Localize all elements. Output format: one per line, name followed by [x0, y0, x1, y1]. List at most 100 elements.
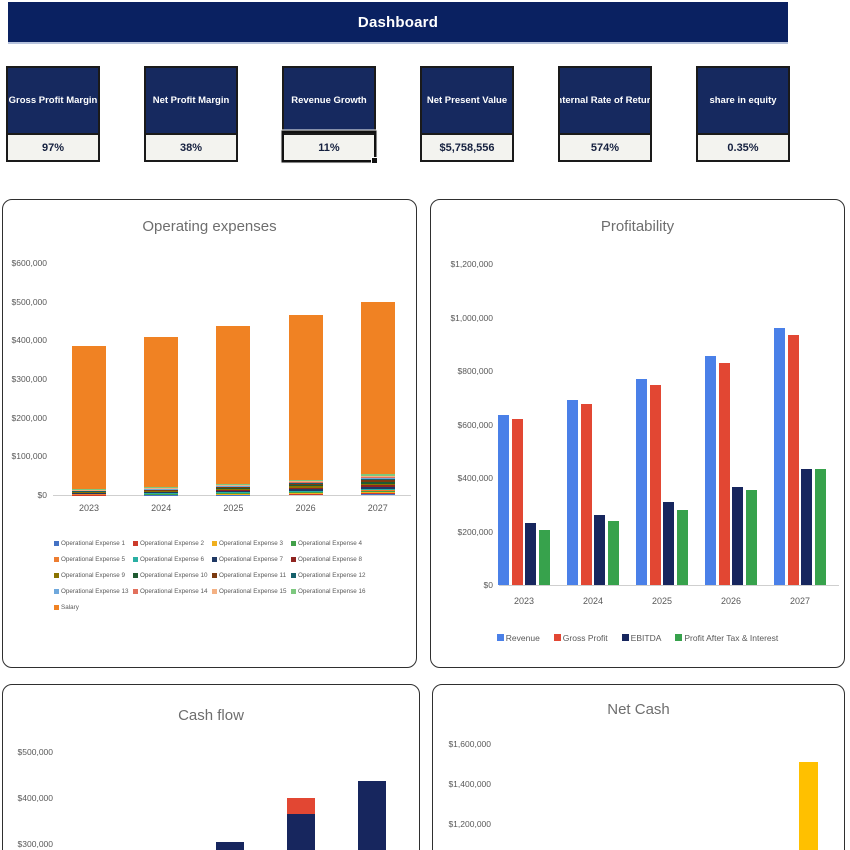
legend-item: Operational Expense 2 [133, 540, 212, 547]
bar-gross-profit [787, 334, 799, 585]
page-title: Dashboard [357, 13, 439, 31]
kpi-card-net-profit-margin: Net Profit Margin 38% [144, 66, 238, 162]
bar-segment-operational-expense-15 [288, 480, 323, 482]
bar-segment-operational-expense-13 [216, 485, 251, 487]
legend-item: Operational Expense 1 [54, 540, 133, 547]
bar-segment-series-2 [287, 798, 315, 815]
bar-segment-operational-expense-8 [72, 492, 106, 493]
legend-label: EBITDA [630, 633, 662, 643]
x-axis-category-label: 2027 [367, 503, 388, 513]
bar-segment-operational-expense-14 [288, 481, 323, 483]
bar-segment-operational-expense-15 [216, 484, 251, 486]
y-axis-tick-label: $200,000 [11, 412, 47, 423]
bar-ebitda [801, 468, 813, 585]
legend-label: Operational Expense 11 [219, 572, 287, 579]
kpi-value-cell[interactable]: 574% [560, 133, 650, 160]
legend-label: Operational Expense 2 [140, 540, 205, 547]
kpi-value-cell[interactable]: $5,758,556 [422, 133, 512, 160]
kpi-label: Net Profit Margin [152, 95, 230, 106]
bar-profit-after-tax-interest [814, 469, 826, 585]
bar-segment-salary [288, 314, 323, 480]
kpi-label: Internal Rate of Return [560, 95, 650, 106]
y-axis-tick-label: $600,000 [11, 258, 47, 268]
kpi-value-cell-selected[interactable]: 11% [284, 133, 378, 164]
cell-fill-handle[interactable] [371, 157, 378, 164]
kpi-card-internal-rate-of-return: Internal Rate of Return 574% [558, 66, 652, 162]
bar-segment-operational-expense-7 [288, 489, 323, 491]
legend-item: Operational Expense 11 [212, 572, 291, 579]
bar-segment-operational-expense-7 [216, 490, 251, 492]
bar-ebitda [732, 487, 744, 585]
bar-segment-operational-expense-5 [288, 491, 323, 493]
chart-title: Net Cash [607, 701, 670, 718]
kpi-label: Net Present Value [426, 95, 508, 106]
legend-label: Operational Expense 9 [61, 572, 126, 579]
bar-segment-operational-expense-11 [144, 489, 179, 491]
bar-segment-operational-expense-13 [360, 477, 395, 479]
bar-gross-profit [511, 419, 523, 585]
bar-segment-salary [144, 337, 179, 488]
bar-segment-operational-expense-2 [288, 493, 323, 495]
legend-swatch [212, 573, 217, 578]
legend-swatch [621, 634, 629, 641]
y-axis-tick-label: $1,200,000 [448, 819, 491, 830]
bar-segment-operational-expense-6 [216, 491, 251, 493]
bar-segment-operational-expense-6 [288, 490, 323, 492]
x-axis-category-label: 2023 [78, 503, 100, 513]
legend-item: Operational Expense 15 [212, 588, 291, 595]
legend-label: Profit After Tax & Interest [684, 633, 779, 643]
legend-label: Operational Expense 10 [140, 572, 208, 579]
bar-segment-operational-expense-7 [144, 492, 179, 493]
bar-segment-operational-expense-2 [360, 493, 395, 495]
legend-swatch [54, 557, 59, 562]
bar-segment-operational-expense-3 [360, 492, 395, 494]
kpi-card-share-in-equity: share in equity 0.35% [696, 66, 790, 162]
legend-label: Salary [61, 604, 79, 611]
kpi-value-cell[interactable]: 97% [8, 133, 98, 160]
bar-segment-operational-expense-4 [288, 492, 323, 493]
bar-segment-operational-expense-1 [360, 494, 395, 495]
legend-label: Operational Expense 6 [140, 556, 205, 563]
legend-label: Operational Expense 14 [140, 588, 208, 595]
legend-item: Operational Expense 12 [291, 572, 370, 579]
bar-profit-after-tax-interest [538, 530, 550, 585]
chart-title: Operating expenses [142, 218, 277, 235]
bar-segment-operational-expense-5 [216, 492, 251, 494]
legend-swatch [553, 634, 561, 641]
kpi-value-cell[interactable]: 38% [146, 133, 236, 160]
bar-segment-operational-expense-15 [360, 475, 395, 477]
legend-item: Revenue [496, 633, 540, 643]
chart-legend: Revenue Gross Profit EBITDA Profit After Ta… [431, 633, 844, 643]
bar-profit-after-tax-interest [607, 520, 619, 585]
legend-item: Operational Expense 13 [54, 588, 133, 595]
x-axis-line [53, 495, 411, 496]
y-axis-tick-label: $1,600,000 [448, 738, 491, 749]
cash-flow-chart-panel: Cash flow$0$100,000$200,000$300,000$400,… [2, 684, 420, 850]
x-axis-category-label: 2024 [151, 503, 172, 513]
legend-label: Operational Expense 12 [298, 572, 366, 579]
legend-label: Revenue [505, 633, 540, 643]
bar-segment-operational-expense-10 [144, 490, 179, 491]
bar-segment-operational-expense-11 [360, 480, 395, 483]
bar-segment-operational-expense-11 [288, 484, 323, 486]
y-axis-tick-label: $300,000 [17, 839, 53, 849]
bar-segment-operational-expense-8 [288, 487, 323, 490]
y-axis-tick-label: $500,000 [11, 296, 47, 307]
y-axis-tick-label: $0 [483, 580, 493, 590]
legend-swatch [54, 541, 59, 546]
y-axis-tick-label: $1,200,000 [450, 259, 493, 269]
legend-label: Gross Profit [562, 633, 608, 643]
bar-segment-operational-expense-13 [288, 482, 323, 484]
net-cash-chart-panel: Net Cash$0$200,000$400,000$600,000$800,0… [432, 684, 845, 850]
legend-item: Operational Expense 8 [291, 556, 370, 563]
bar-segment-operational-expense-6 [360, 488, 395, 491]
bar-ebitda [594, 514, 606, 585]
legend-item: Operational Expense 14 [133, 588, 212, 595]
bar-segment-operational-expense-3 [288, 492, 323, 494]
legend-swatch [496, 634, 504, 641]
bar-profit-after-tax-interest [745, 490, 757, 585]
kpi-value-cell[interactable]: 0.35% [698, 133, 788, 160]
y-axis-tick-label: $400,000 [17, 793, 53, 803]
dashboard-header-bar: Dashboard [8, 2, 788, 42]
legend-item: Operational Expense 10 [133, 572, 212, 579]
